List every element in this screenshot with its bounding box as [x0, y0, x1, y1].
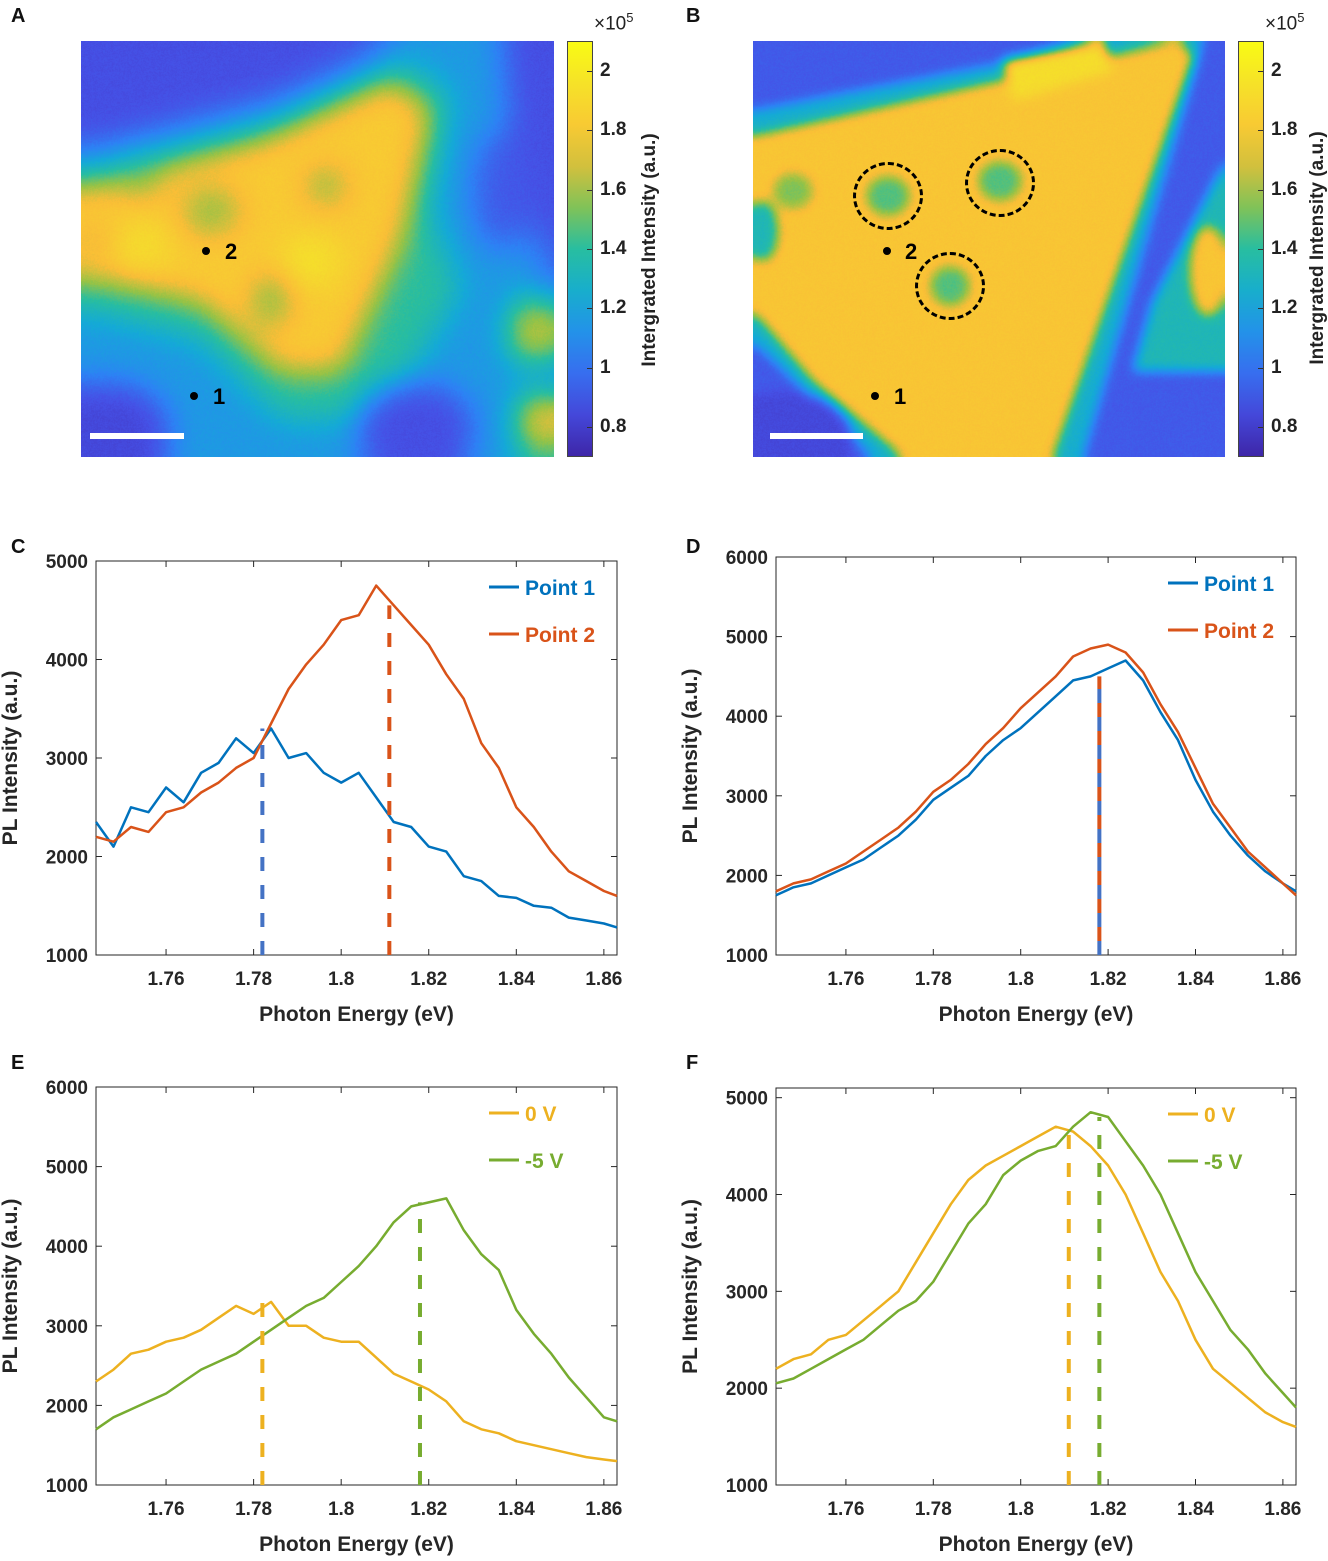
y-tick-label: 1000 [726, 946, 768, 967]
x-tick-label: 1.76 [148, 969, 185, 990]
plot-area [96, 1087, 617, 1485]
plot-area [776, 1088, 1296, 1485]
x-tick-label: 1.8 [328, 1499, 354, 1520]
y-axis-label: PL Intensity (a.u.) [0, 1199, 22, 1374]
y-tick-label: 2000 [46, 848, 88, 869]
y-tick-label: 5000 [46, 552, 88, 573]
y-tick-label: 4000 [46, 1237, 88, 1258]
chart-f: 1.76 1.78 1.8 1.82 1.84 1.86 1000 2000 3000 4000 5… [679, 1088, 1301, 1556]
x-tick-label: 1.84 [498, 1499, 535, 1520]
legend-label: -5 V [525, 1150, 564, 1173]
x-tick-label: 1.84 [498, 969, 535, 990]
spectra-charts: 1.76 1.78 1.8 1.82 1.84 1.86 1000 2000 3000 4000 5… [0, 0, 1328, 1561]
legend-label: -5 V [1204, 1151, 1243, 1174]
legend-label: 0 V [1204, 1104, 1236, 1127]
x-tick-label: 1.84 [1177, 1499, 1214, 1520]
y-tick-label: 4000 [726, 1186, 768, 1207]
x-tick-label: 1.76 [827, 969, 864, 990]
legend-label: Point 2 [1204, 620, 1274, 643]
x-tick-label: 1.86 [585, 969, 622, 990]
x-tick-label: 1.86 [1264, 969, 1301, 990]
x-tick-label: 1.78 [915, 1499, 952, 1520]
y-tick-label: 3000 [726, 787, 768, 808]
y-tick-label: 6000 [726, 548, 768, 569]
chart-c: 1.76 1.78 1.8 1.82 1.84 1.86 1000 2000 3000 4000 5… [0, 552, 622, 1026]
y-axis-label: PL Intensity (a.u.) [679, 669, 702, 844]
y-tick-label: 2000 [726, 866, 768, 887]
x-tick-label: 1.76 [827, 1499, 864, 1520]
x-tick-label: 1.8 [328, 969, 354, 990]
legend-label: 0 V [525, 1103, 557, 1126]
y-tick-label: 5000 [726, 628, 768, 649]
x-tick-label: 1.82 [410, 969, 447, 990]
plot-area [96, 561, 617, 955]
x-axis-label: Photon Energy (eV) [939, 1533, 1134, 1556]
y-tick-label: 1000 [46, 946, 88, 967]
x-tick-label: 1.76 [148, 1499, 185, 1520]
x-tick-label: 1.78 [235, 1499, 272, 1520]
y-tick-label: 3000 [46, 749, 88, 770]
x-axis-label: Photon Energy (eV) [259, 1533, 454, 1556]
chart-d: 1.76 1.78 1.8 1.82 1.84 1.86 1000 2000 3000 4000 5… [679, 548, 1301, 1026]
legend-label: Point 2 [525, 624, 595, 647]
y-tick-label: 3000 [46, 1317, 88, 1338]
chart-e: 1.76 1.78 1.8 1.82 1.84 1.86 1000 2000 3000 4000 5… [0, 1078, 622, 1556]
y-tick-label: 3000 [726, 1282, 768, 1303]
y-tick-label: 5000 [726, 1089, 768, 1110]
x-tick-label: 1.82 [1090, 1499, 1127, 1520]
x-tick-label: 1.86 [585, 1499, 622, 1520]
y-tick-label: 6000 [46, 1078, 88, 1099]
x-axis-label: Photon Energy (eV) [259, 1003, 454, 1026]
x-tick-label: 1.78 [235, 969, 272, 990]
x-tick-label: 1.78 [915, 969, 952, 990]
y-tick-label: 1000 [726, 1476, 768, 1497]
y-tick-label: 2000 [46, 1396, 88, 1417]
y-tick-label: 4000 [726, 707, 768, 728]
y-tick-label: 5000 [46, 1158, 88, 1179]
x-axis-label: Photon Energy (eV) [939, 1003, 1134, 1026]
x-tick-label: 1.82 [410, 1499, 447, 1520]
y-tick-label: 4000 [46, 651, 88, 672]
legend-label: Point 1 [1204, 573, 1274, 596]
y-tick-label: 1000 [46, 1476, 88, 1497]
y-tick-label: 2000 [726, 1379, 768, 1400]
y-axis-label: PL Intensity (a.u.) [679, 1199, 702, 1374]
legend-label: Point 1 [525, 577, 595, 600]
y-axis-label: PL Intensity (a.u.) [0, 671, 22, 846]
x-tick-label: 1.8 [1007, 969, 1033, 990]
x-tick-label: 1.8 [1007, 1499, 1033, 1520]
x-tick-label: 1.84 [1177, 969, 1214, 990]
x-tick-label: 1.82 [1090, 969, 1127, 990]
x-tick-label: 1.86 [1264, 1499, 1301, 1520]
plot-area [776, 557, 1296, 955]
